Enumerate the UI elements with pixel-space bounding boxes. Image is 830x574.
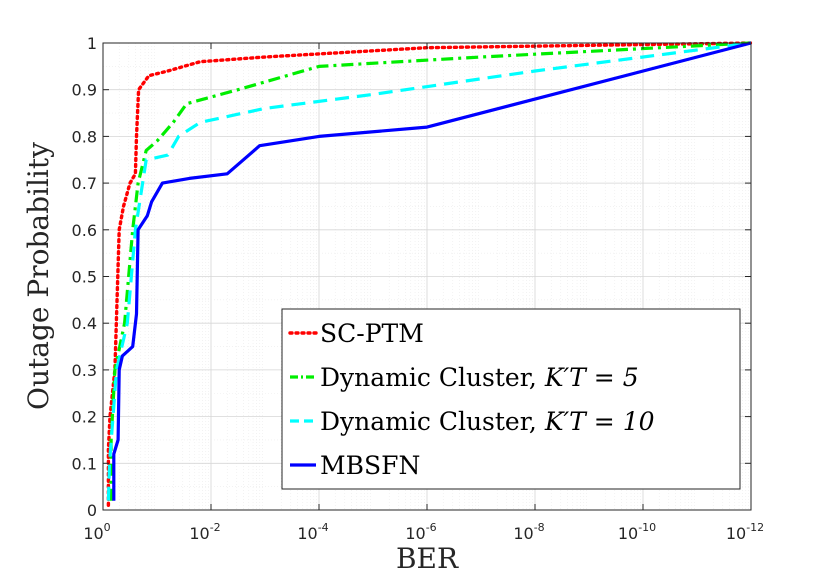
y-tick-label: 0.1 [72, 454, 97, 473]
x-tick-label: 100 [83, 521, 110, 543]
series-line [106, 41, 753, 507]
legend-label: SC-PTM [320, 319, 424, 348]
series-line [106, 41, 752, 501]
legend-label: Dynamic Cluster, K′T = 10 [320, 407, 655, 436]
legend: SC-PTM Dynamic Cluster, K′T = 5 Dynamic Cl… [281, 308, 741, 490]
y-tick-label: 0.5 [72, 268, 97, 287]
y-tick-label: 0.3 [72, 361, 97, 380]
y-tick-label: 0.6 [72, 221, 97, 240]
x-tick-label: 10-8 [513, 521, 544, 543]
y-tick-labels: 0 0.1 0.2 0.3 0.4 0.5 0.6 0.7 0.8 0.9 1 [72, 34, 97, 520]
y-tick-label: 0.2 [72, 408, 97, 427]
x-tick-label: 10-6 [405, 521, 436, 543]
y-tick-label: 0.8 [72, 127, 97, 146]
legend-label: MBSFN [320, 451, 420, 480]
series-layer [106, 41, 753, 507]
series-line [112, 41, 752, 501]
x-tick-labels: 100 10-2 10-4 10-6 10-8 10-10 10-12 [83, 521, 764, 543]
x-axis-label: BER [396, 542, 459, 574]
series-line [109, 41, 752, 501]
legend-label: Dynamic Cluster, K′T = 5 [320, 363, 639, 392]
x-tick-label: 10-2 [189, 521, 220, 543]
x-tick-label: 10-4 [297, 521, 328, 543]
x-tick-label: 10-12 [726, 521, 764, 543]
y-tick-label: 0.4 [72, 314, 97, 333]
x-tick-label: 10-10 [618, 521, 656, 543]
y-axis-label: Outage Probability [22, 142, 55, 410]
y-tick-label: 1 [87, 34, 97, 53]
axis-ticks [102, 42, 752, 511]
y-tick-label: 0.7 [72, 174, 97, 193]
legend-box [281, 308, 741, 490]
y-tick-label: 0.9 [72, 81, 97, 100]
y-tick-label: 0 [87, 501, 97, 520]
